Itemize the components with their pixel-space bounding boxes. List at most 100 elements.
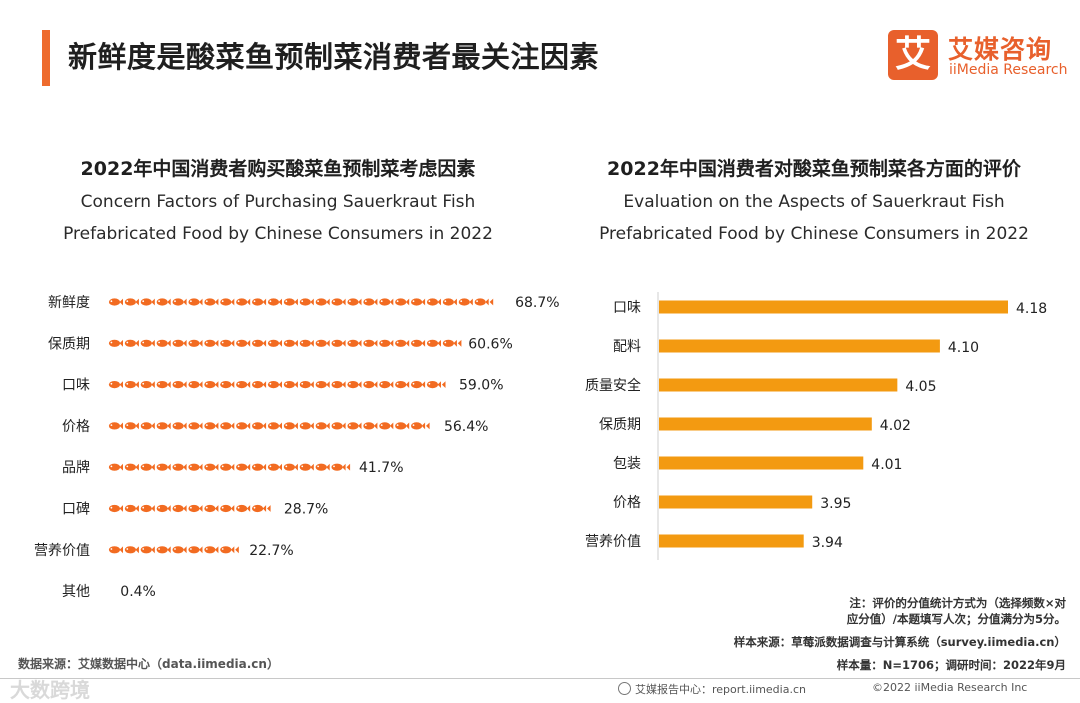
fish-icon	[442, 298, 457, 306]
fish-icon	[252, 422, 267, 430]
value-label: 56.4%	[444, 419, 488, 435]
right-chart-row: 质量安全 4.05	[585, 377, 937, 395]
value-label: 4.01	[871, 457, 902, 473]
fish-icon	[267, 339, 282, 347]
value-label: 4.10	[948, 340, 979, 356]
left-chart-title-en-1: Concern Factors of Purchasing Sauerkraut…	[80, 192, 476, 212]
fish-icon	[236, 339, 251, 347]
bar	[659, 339, 940, 353]
fish-icon	[220, 504, 235, 513]
fish-icon	[108, 546, 123, 554]
globe-icon	[618, 682, 631, 695]
category-label: 价格	[613, 495, 641, 511]
fish-icon	[395, 422, 410, 430]
fish-icon	[315, 339, 330, 347]
left-chart-row: 其他 0.4%	[62, 584, 156, 600]
right-chart-title-cn: 2022年中国消费者对酸菜鱼预制菜各方面的评价	[607, 158, 1021, 180]
bar	[659, 534, 804, 548]
fish-icon	[395, 339, 410, 347]
fish-icon	[220, 339, 235, 347]
data-source: 数据来源：艾媒数据中心（data.iimedia.cn）	[18, 657, 279, 671]
fish-icon	[220, 422, 235, 430]
fish-icon	[299, 339, 314, 347]
fish-icon	[204, 298, 219, 306]
left-chart-title-en-2: Prefabricated Food by Chinese Consumers …	[63, 224, 493, 244]
fish-icon	[156, 381, 171, 389]
fish-icon	[267, 298, 282, 306]
note-line-1: 注：评价的分值统计方式为（选择频数×对	[849, 596, 1066, 610]
fish-icon	[395, 381, 410, 389]
fish-icon	[315, 381, 330, 389]
right-chart-title: 2022年中国消费者对酸菜鱼预制菜各方面的评价 Evaluation on th…	[554, 156, 1074, 250]
fish-icon	[299, 298, 314, 306]
fish-icon	[283, 381, 298, 389]
fish-icon	[156, 422, 171, 430]
fish-icon	[236, 381, 251, 389]
value-label: 60.6%	[468, 336, 512, 352]
fish-icon	[299, 463, 314, 471]
fish-icon	[140, 546, 155, 554]
category-label: 口碑	[62, 502, 90, 518]
category-label: 营养价值	[585, 534, 641, 550]
fish-icon	[188, 504, 203, 513]
fish-icon	[363, 381, 378, 389]
fish-icon	[331, 339, 346, 347]
fish-icon	[252, 463, 267, 471]
fish-icon	[188, 463, 203, 471]
watermark: 大数跨境	[10, 678, 90, 702]
left-chart-title: 2022年中国消费者购买酸菜鱼预制菜考虑因素 Concern Factors o…	[18, 156, 538, 250]
fish-tail-icon	[489, 298, 494, 306]
fish-icon	[363, 298, 378, 306]
bar	[659, 378, 898, 392]
category-label: 保质期	[48, 336, 90, 352]
fish-icon	[140, 422, 155, 430]
fish-icon	[426, 298, 441, 306]
fish-icon	[140, 339, 155, 347]
fish-icon	[108, 339, 123, 347]
right-chart-row: 价格 3.95	[613, 495, 851, 512]
fish-tail-icon	[441, 381, 446, 388]
fish-icon	[236, 463, 251, 471]
fish-icon	[156, 546, 171, 554]
logo-cn-text: 艾媒咨询	[948, 35, 1053, 64]
category-label: 保质期	[599, 417, 641, 433]
fish-icon	[458, 298, 473, 306]
fish-icon	[426, 339, 441, 347]
fish-icon	[283, 463, 298, 471]
value-label: 3.95	[820, 496, 851, 512]
fish-icon	[140, 381, 155, 389]
fish-icon	[411, 422, 426, 430]
right-chart-row: 配料 4.10	[613, 339, 979, 356]
fish-icon	[411, 381, 426, 389]
fish-tail-icon	[235, 546, 239, 554]
fish-icon	[204, 381, 219, 389]
value-label: 3.94	[812, 535, 843, 551]
fish-icon	[283, 422, 298, 430]
fish-icon	[379, 381, 394, 389]
fish-icon	[236, 298, 251, 306]
value-label: 4.02	[880, 418, 911, 434]
category-label: 配料	[613, 339, 641, 355]
fish-icon	[124, 298, 139, 306]
fish-icon	[379, 298, 394, 306]
fish-icon	[140, 298, 155, 306]
logo-en-text: iiMedia Research	[949, 62, 1068, 78]
bar	[659, 456, 864, 470]
category-label: 价格	[62, 419, 90, 435]
fish-icon	[236, 422, 251, 430]
fish-icon	[140, 504, 155, 513]
fish-icon	[252, 381, 267, 389]
category-label: 营养价值	[34, 543, 90, 559]
fish-icon	[172, 422, 187, 430]
fish-icon	[267, 422, 282, 430]
left-chart-row: 保质期 60.6%	[48, 336, 513, 352]
fish-icon	[411, 298, 426, 306]
fish-icon	[426, 381, 441, 389]
fish-icon	[188, 546, 203, 554]
fish-icon	[188, 298, 203, 306]
fish-icon	[204, 339, 219, 347]
fish-icon	[236, 504, 251, 513]
category-label: 包装	[613, 456, 641, 472]
right-chart-row: 包装 4.01	[613, 456, 902, 473]
left-chart-row: 口味 59.0%	[62, 378, 504, 394]
